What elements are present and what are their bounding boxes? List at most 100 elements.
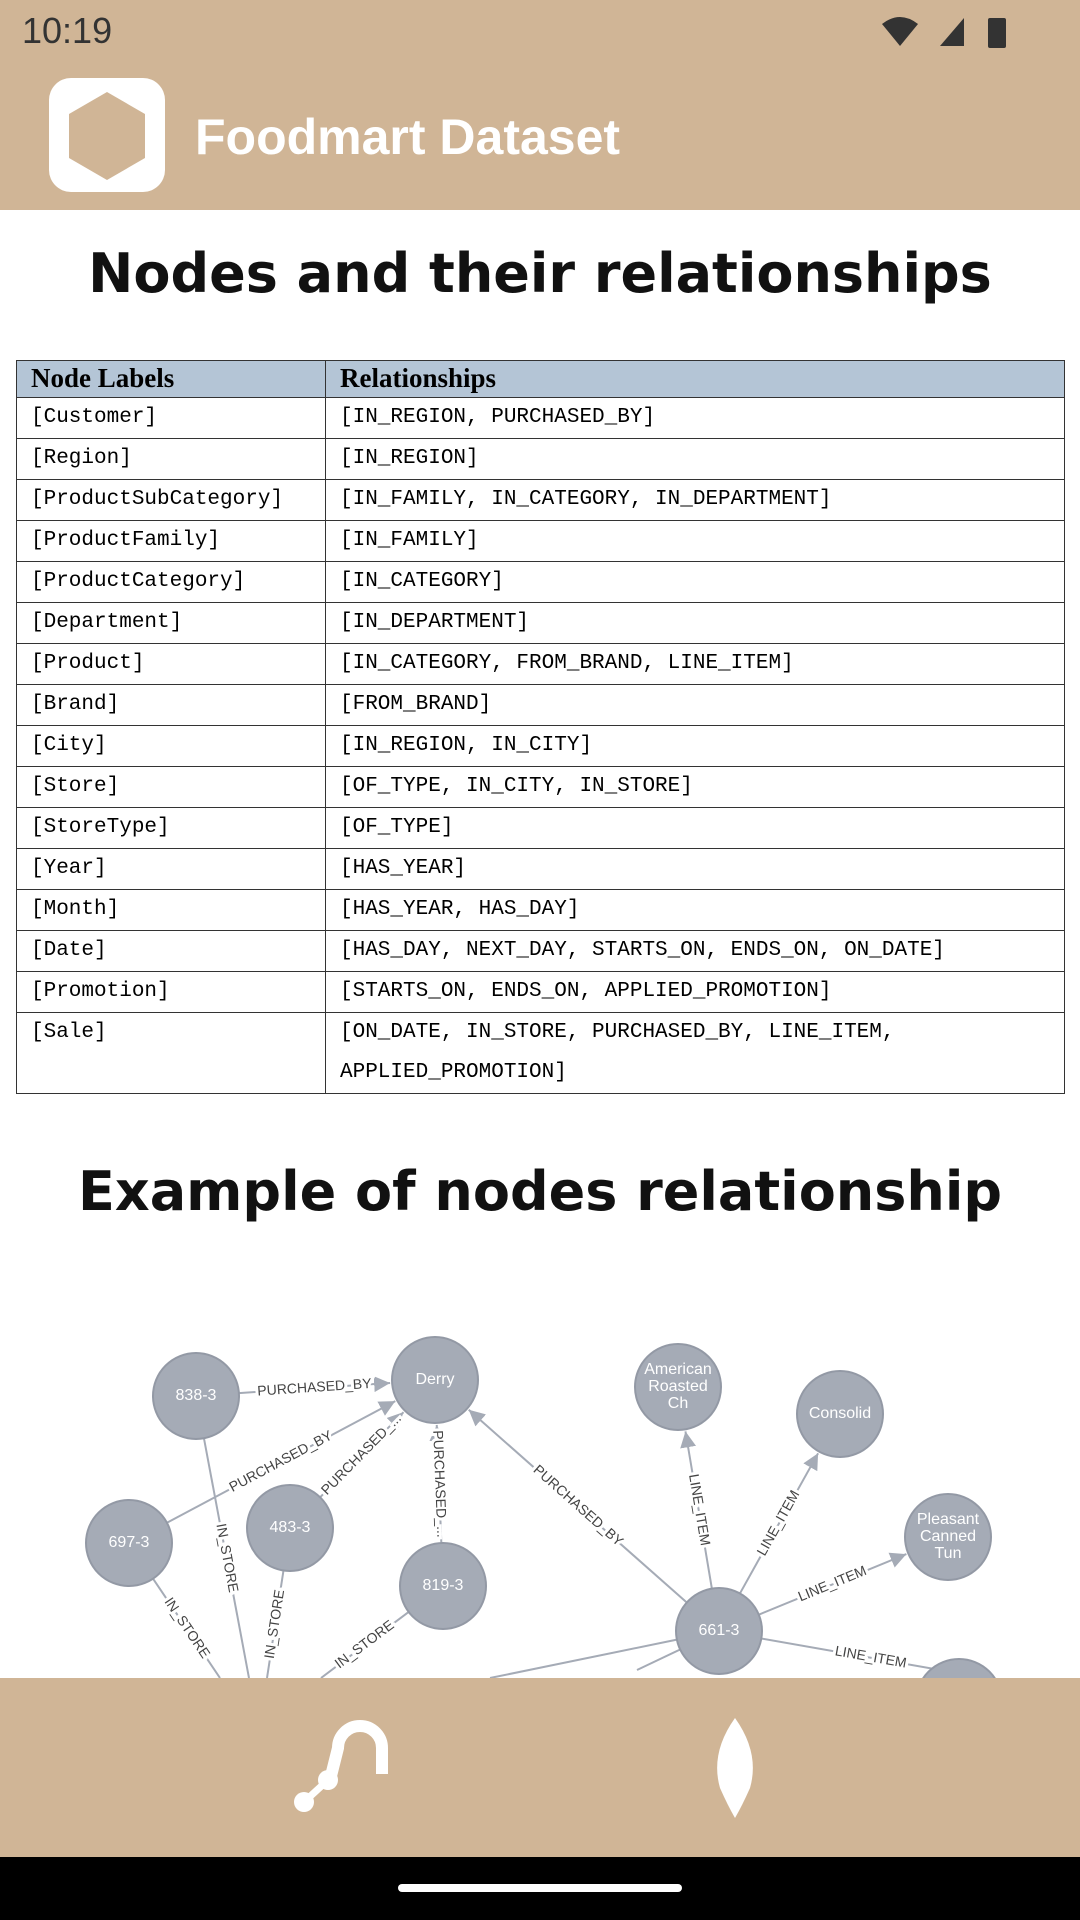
graph-node	[922, 1658, 996, 1678]
table-row: [Region] [IN_REGION]	[16, 438, 1065, 480]
table-cell: [Promotion]	[16, 971, 326, 1013]
node-label: 483-3	[270, 1519, 311, 1536]
edge-label: LINE_ITEM	[796, 1562, 869, 1604]
graph-node	[152, 1352, 240, 1440]
edge-label: IN_STORE	[261, 1588, 287, 1659]
graph-edge	[319, 1411, 405, 1498]
table-cell: [IN_REGION, PURCHASED_BY]	[325, 397, 1065, 439]
graph-edge	[152, 1578, 221, 1678]
edge-label: PURCHASED_...	[430, 1430, 450, 1538]
graph-node	[85, 1499, 173, 1587]
graph-edge	[238, 1376, 391, 1395]
system-bar	[0, 1857, 1080, 1920]
edge-label: PURCHASED_BY	[257, 1375, 373, 1399]
table-cell: [IN_REGION, IN_CITY]	[325, 725, 1065, 767]
home-indicator	[398, 1884, 682, 1892]
table-cell: [Customer]	[16, 397, 326, 439]
table-cell: [IN_CATEGORY]	[325, 561, 1065, 603]
graph-edge	[320, 1611, 410, 1678]
bottom-nav	[0, 1678, 1080, 1857]
graph-edge	[739, 1452, 819, 1594]
edge-label: LINE_ITEM	[753, 1487, 802, 1558]
table-cell: [IN_DEPARTMENT]	[325, 602, 1065, 644]
column-header: Node Labels	[16, 360, 326, 398]
table-row: [StoreType] [OF_TYPE]	[16, 807, 1065, 849]
table-row: [Month] [HAS_YEAR, HAS_DAY]	[16, 889, 1065, 931]
table-cell: [Brand]	[16, 684, 326, 726]
heading: Example of nodes relationship	[78, 1160, 1002, 1223]
table-cell: [ProductCategory]	[16, 561, 326, 603]
graph-node	[904, 1493, 992, 1581]
node-label: 661-3	[699, 1622, 740, 1639]
graph-node	[796, 1370, 884, 1458]
graph: PURCHASED_BY PURCHASED_BY PURCHASED_... PUR…	[85, 1336, 996, 1678]
table-cell: [ProductSubCategory]	[16, 479, 326, 521]
status-icons	[882, 17, 1006, 48]
node-label: 819-3	[423, 1577, 464, 1594]
heading: Nodes and their relationships	[88, 242, 992, 305]
app-bar: Foodmart Dataset	[0, 64, 1080, 210]
node-label: Derry	[415, 1371, 454, 1388]
table-cell: [StoreType]	[16, 807, 326, 849]
status-bar: 10:19	[0, 0, 1080, 64]
graph-node	[675, 1587, 763, 1675]
table-row: [Customer] [IN_REGION, PURCHASED_BY]	[16, 397, 1065, 439]
graph-edge	[468, 1409, 688, 1604]
table-cell: [IN_REGION]	[325, 438, 1065, 480]
relationships-table: Node Labels Relationships [Customer] [IN_RE…	[16, 360, 1065, 1094]
app-logo	[49, 78, 165, 192]
nav-leaf[interactable]	[710, 1718, 760, 1818]
graph-edge	[429, 1424, 446, 1544]
clock: 10:19	[22, 10, 113, 51]
table-cell: [Sale]	[16, 1012, 326, 1094]
graph-edge	[166, 1400, 396, 1524]
table-cell: [Month]	[16, 889, 326, 931]
table-cell: [OF_TYPE, IN_CITY, IN_STORE]	[325, 766, 1065, 808]
table-row: [ProductSubCategory] [IN_FAMILY, IN_CATEG…	[16, 479, 1065, 521]
table-row: [City] [IN_REGION, IN_CITY]	[16, 725, 1065, 767]
table-cell: [IN_FAMILY]	[325, 520, 1065, 562]
table-cell: [STARTS_ON, ENDS_ON, APPLIED_PROMOTION]	[325, 971, 1065, 1013]
table-cell: [ON_DATE, IN_STORE, PURCHASED_BY, LINE_I…	[325, 1012, 1065, 1094]
app-title: Foodmart Dataset	[195, 109, 621, 165]
graph-edge	[489, 1638, 678, 1678]
node-label: Ch	[668, 1395, 688, 1412]
column-header: Relationships	[325, 360, 1065, 398]
table-cell: [IN_CATEGORY, FROM_BRAND, LINE_ITEM]	[325, 643, 1065, 685]
node-label: Consolid	[809, 1405, 871, 1422]
node-label: Pleasant	[917, 1511, 980, 1528]
table-cell: [HAS_YEAR]	[325, 848, 1065, 890]
node-label: Tun	[935, 1545, 962, 1562]
node-label: Roasted	[648, 1378, 708, 1395]
table-row: [Product] [IN_CATEGORY, FROM_BRAND, LINE_…	[16, 643, 1065, 685]
node-label: 697-3	[109, 1534, 150, 1551]
node-label: 838-3	[176, 1387, 217, 1404]
edge-label: PURCHASED_BY	[530, 1461, 627, 1549]
table-cell: [HAS_YEAR, HAS_DAY]	[325, 889, 1065, 931]
graph-edge	[202, 1438, 250, 1678]
table-row: [Year] [HAS_YEAR]	[16, 848, 1065, 890]
nav-graph[interactable]	[290, 1718, 390, 1818]
table-cell: [ProductFamily]	[16, 520, 326, 562]
table-cell: [Date]	[16, 930, 326, 972]
graph-node	[399, 1542, 487, 1630]
table-cell: [Region]	[16, 438, 326, 480]
graph-edge	[758, 1552, 907, 1616]
edge-label: PURCHASED_...	[318, 1410, 405, 1498]
graph-edge	[636, 1648, 681, 1671]
table-row: [ProductFamily] [IN_FAMILY]	[16, 520, 1065, 562]
node-label: American	[644, 1361, 712, 1378]
graph-edge	[680, 1431, 713, 1589]
table-row: [Department] [IN_DEPARTMENT]	[16, 602, 1065, 644]
node-label: Canned	[920, 1528, 976, 1545]
table-cell: [Department]	[16, 602, 326, 644]
table-cell: [Store]	[16, 766, 326, 808]
edge-label: IN_STORE	[161, 1594, 213, 1661]
table-row: [Store] [OF_TYPE, IN_CITY, IN_STORE]	[16, 766, 1065, 808]
graph-node	[391, 1336, 479, 1424]
table-cell: [Year]	[16, 848, 326, 890]
table-row: [Sale] [ON_DATE, IN_STORE, PURCHASED_BY, …	[16, 1012, 1065, 1094]
table-cell: [OF_TYPE]	[325, 807, 1065, 849]
edge-label: LINE_ITEM	[686, 1473, 714, 1547]
table-cell: [HAS_DAY, NEXT_DAY, STARTS_ON, ENDS_ON, …	[325, 930, 1065, 972]
